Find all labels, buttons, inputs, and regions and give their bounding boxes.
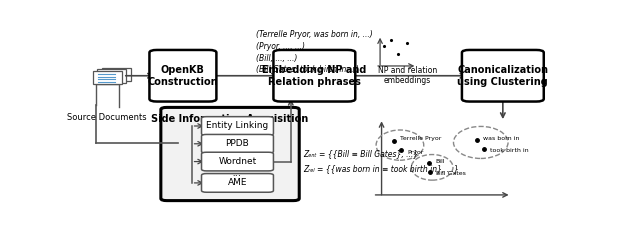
Text: Bill Gates: Bill Gates <box>436 171 466 176</box>
Text: was born in: was born in <box>483 136 519 141</box>
FancyBboxPatch shape <box>97 69 126 83</box>
Text: Embedding NP and
Relation phrases: Embedding NP and Relation phrases <box>262 65 367 87</box>
Text: PPDB: PPDB <box>226 139 250 148</box>
Text: Bill: Bill <box>435 159 445 164</box>
Text: OpenKB
Construction: OpenKB Construction <box>148 65 218 87</box>
Text: AME: AME <box>228 178 247 187</box>
Text: (Bill, ..., ...): (Bill, ..., ...) <box>256 54 298 63</box>
Text: Terrelle Pryor: Terrelle Pryor <box>401 136 442 141</box>
Text: Zₑₙₜ = {{Bill ≡ Bill Gates}, ...}: Zₑₙₜ = {{Bill ≡ Bill Gates}, ...} <box>303 149 419 158</box>
FancyBboxPatch shape <box>150 50 216 102</box>
Text: Wordnet: Wordnet <box>218 157 257 166</box>
FancyBboxPatch shape <box>202 173 273 192</box>
Text: Canonicalization
using Clustering: Canonicalization using Clustering <box>458 65 548 87</box>
Text: took birth in: took birth in <box>490 148 529 153</box>
FancyBboxPatch shape <box>462 50 544 102</box>
FancyBboxPatch shape <box>102 68 131 81</box>
FancyBboxPatch shape <box>202 152 273 171</box>
FancyBboxPatch shape <box>161 107 300 201</box>
FancyBboxPatch shape <box>93 71 122 84</box>
Text: ...: ... <box>233 168 242 178</box>
Text: Pryor: Pryor <box>408 150 424 155</box>
Text: Source Documents: Source Documents <box>67 113 147 122</box>
Text: Side Information Acquisition: Side Information Acquisition <box>152 114 308 124</box>
FancyBboxPatch shape <box>202 117 273 135</box>
Text: (Bill Gates, took birth in ...): (Bill Gates, took birth in ...) <box>256 65 359 74</box>
Text: (Terrelle Pryor, was born in, ...): (Terrelle Pryor, was born in, ...) <box>256 30 373 40</box>
FancyBboxPatch shape <box>202 134 273 153</box>
Text: (Pryor, ..., ...): (Pryor, ..., ...) <box>256 42 305 51</box>
Text: Zᵣₑₗ = {{was born in ≡ took birth in}, ...}: Zᵣₑₗ = {{was born in ≡ took birth in}, .… <box>303 164 459 173</box>
Text: Entity Linking: Entity Linking <box>206 122 269 131</box>
FancyBboxPatch shape <box>273 50 355 102</box>
Text: NP and relation
embeddings: NP and relation embeddings <box>378 66 437 85</box>
